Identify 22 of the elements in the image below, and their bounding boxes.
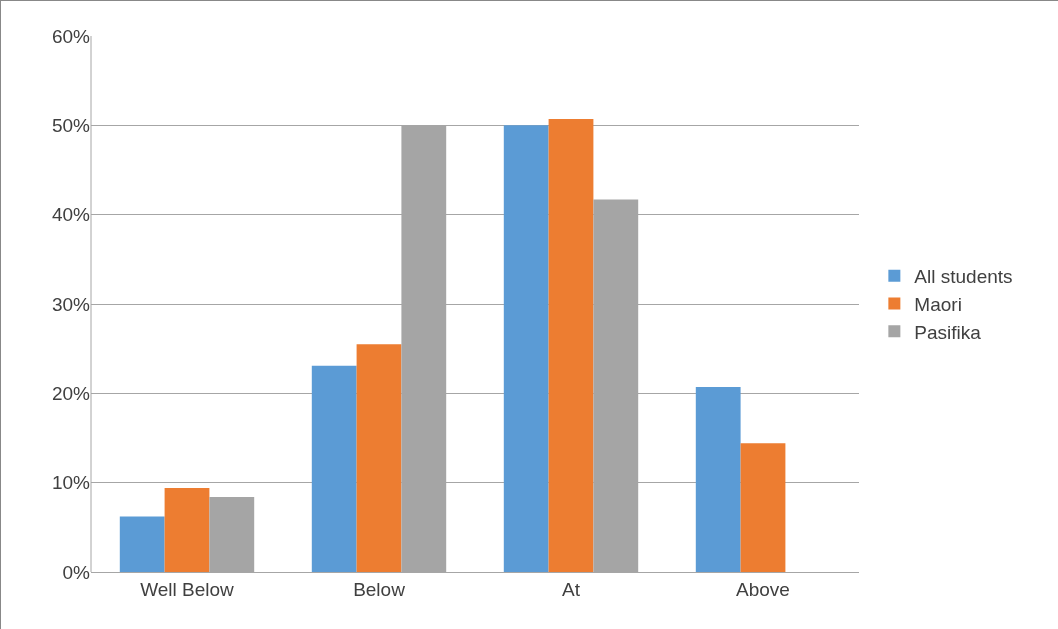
x-tick-label: Above (736, 578, 790, 600)
bar (740, 443, 786, 572)
bar (548, 119, 594, 572)
x-tick-label: Below (353, 578, 406, 600)
y-tick-label: 10% (51, 472, 91, 494)
bar (119, 516, 165, 572)
y-tick-label: 0% (62, 561, 91, 583)
y-tick-label: 60% (51, 25, 91, 47)
legend-label: All students (914, 266, 1013, 288)
y-tick-label: 40% (51, 204, 91, 226)
bar (164, 488, 210, 572)
y-tick-label: 30% (51, 293, 91, 315)
bar (695, 387, 741, 572)
x-tick-label: Well Below (140, 578, 235, 600)
bar (503, 125, 549, 572)
bar (311, 365, 357, 572)
legend-label: Maori (914, 293, 962, 315)
legend-label: Pasifika (914, 321, 982, 343)
bar (356, 344, 402, 572)
y-tick-label: 20% (51, 382, 91, 404)
x-tick-label: At (562, 578, 581, 600)
y-tick-label: 50% (51, 114, 91, 136)
